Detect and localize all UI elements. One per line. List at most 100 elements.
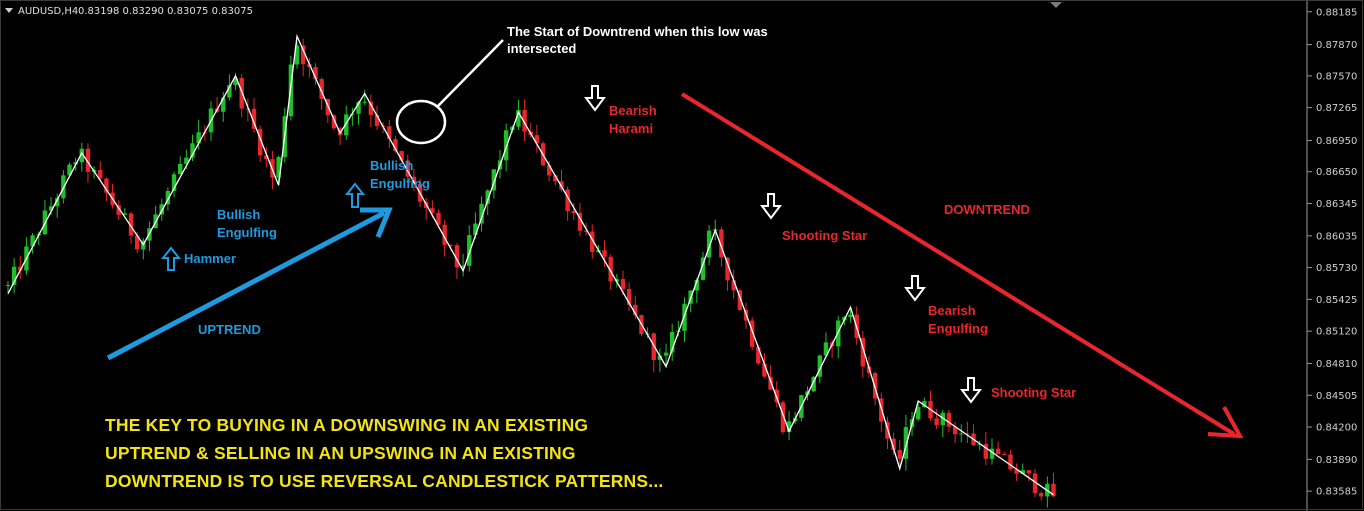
bear-candle [374, 105, 380, 130]
bear-candle [98, 161, 103, 180]
bear-candle [245, 98, 251, 122]
bull-candle [663, 343, 669, 367]
y-tick-label: 0.84810 [1316, 359, 1357, 370]
shooting-star-1-down-arrow-icon [760, 193, 782, 220]
headline-line2: UPTREND & SELLING IN AN UPSWING IN AN EX… [105, 443, 576, 463]
bear-candle [264, 146, 269, 168]
bear-candle [602, 240, 607, 267]
y-tick-label: 0.86345 [1316, 199, 1357, 210]
bear-candle [965, 421, 970, 444]
hammer-label: Hammer [184, 251, 236, 266]
y-tick-label: 0.83585 [1316, 487, 1357, 498]
bear-candle [1026, 469, 1032, 481]
bear-candle [743, 302, 749, 329]
bull-candle [811, 375, 816, 392]
bear-candle [633, 295, 638, 319]
intersection-circle [395, 99, 447, 145]
y-tick-label: 0.86950 [1316, 136, 1357, 147]
bear-candle [387, 119, 392, 148]
bear-candle [307, 57, 312, 78]
headline-line3: DOWNTREND IS TO USE REVERSAL CANDLESTICK… [105, 471, 663, 491]
bear-candle [626, 282, 632, 312]
downtrend-start-label-line1: The Start of Downtrend when this low was [507, 24, 768, 39]
uptrend-label: UPTREND [198, 322, 261, 337]
bull-candle [922, 397, 927, 408]
bullish-engulfing-2-label-line2: Engulfing [370, 176, 430, 191]
bear-candle [897, 439, 902, 466]
bull-candle [657, 348, 663, 373]
y-tick-label: 0.88185 [1316, 7, 1357, 18]
bullish-engulfing-1-label-line1: Bullish [217, 207, 260, 222]
bear-candle [257, 125, 263, 163]
y-tick-label: 0.87870 [1316, 40, 1357, 51]
bear-candle [946, 409, 952, 433]
bull-candle [5, 281, 11, 294]
bull-candle [190, 134, 195, 162]
uptrend-arrow [106, 207, 393, 361]
bull-candle [670, 323, 675, 361]
bear-candle [313, 63, 318, 86]
bull-candle [479, 196, 484, 232]
zigzag-line [7, 33, 1054, 496]
shooting-star-2-down-arrow-icon [960, 377, 982, 404]
bear-candle [1008, 449, 1013, 471]
bull-candle [67, 162, 72, 178]
bear-candle [534, 124, 540, 153]
bull-candle [823, 332, 829, 358]
harami-down-arrow-icon [584, 85, 606, 112]
bear-candle [737, 288, 743, 312]
chart-scroll-icon[interactable] [1050, 2, 1062, 8]
bull-candle [836, 316, 841, 359]
bear-candle [952, 421, 958, 444]
bearish-harami-label-line2: Harami [609, 121, 653, 136]
y-tick-label: 0.83890 [1316, 455, 1357, 466]
bearish-engulfing-label-line2: Engulfing [928, 321, 988, 336]
bear-candle [780, 400, 786, 435]
bull-candle [940, 410, 945, 438]
bear-candle [620, 270, 626, 295]
bull-candle [11, 258, 17, 294]
y-tick-label: 0.84505 [1316, 391, 1357, 402]
bear-candle [590, 224, 595, 259]
y-tick-label: 0.85120 [1316, 327, 1357, 338]
bull-candle [55, 193, 60, 218]
bull-candle [276, 155, 281, 185]
bear-candle [405, 154, 410, 182]
bear-candle [577, 202, 583, 237]
bull-candle [1020, 463, 1025, 474]
bear-candle [934, 408, 939, 429]
zigzag-swings [7, 33, 1054, 496]
bear-candle [128, 211, 134, 244]
shooting-star-2-label: Shooting Star [991, 385, 1076, 400]
bear-candle [411, 168, 417, 192]
headline-line1: THE KEY TO BUYING IN A DOWNSWING IN AN E… [105, 415, 588, 435]
downtrend-label: DOWNTREND [944, 202, 1030, 217]
symbol-dropdown-icon[interactable] [5, 8, 13, 13]
bear-candle [331, 114, 337, 130]
y-tick-label: 0.87265 [1316, 103, 1357, 114]
bull-candle [171, 171, 177, 198]
bear-candle [522, 99, 527, 142]
bear-candle [436, 209, 441, 226]
engulfing-up-arrow-icon [344, 182, 366, 208]
symbol-label: AUDUSD,H4 [18, 6, 78, 17]
shooting-star-1-label: Shooting Star [782, 228, 867, 243]
y-tick-label: 0.84200 [1316, 423, 1357, 434]
bull-candle [122, 208, 128, 216]
bear-candle [368, 94, 374, 128]
bear-candle [301, 38, 306, 77]
bear-candle [651, 332, 656, 373]
bull-candle [79, 142, 84, 172]
y-tick-label: 0.87570 [1316, 71, 1357, 82]
bull-candle [786, 411, 792, 441]
bull-candle [30, 232, 35, 254]
bear-candle [1032, 468, 1038, 498]
bear-candle [891, 432, 896, 455]
bear-candle [571, 203, 576, 221]
y-tick-label: 0.86035 [1316, 231, 1357, 242]
bear-candle [995, 441, 1001, 455]
bear-candle [928, 390, 933, 421]
bear-candle [1014, 463, 1019, 481]
